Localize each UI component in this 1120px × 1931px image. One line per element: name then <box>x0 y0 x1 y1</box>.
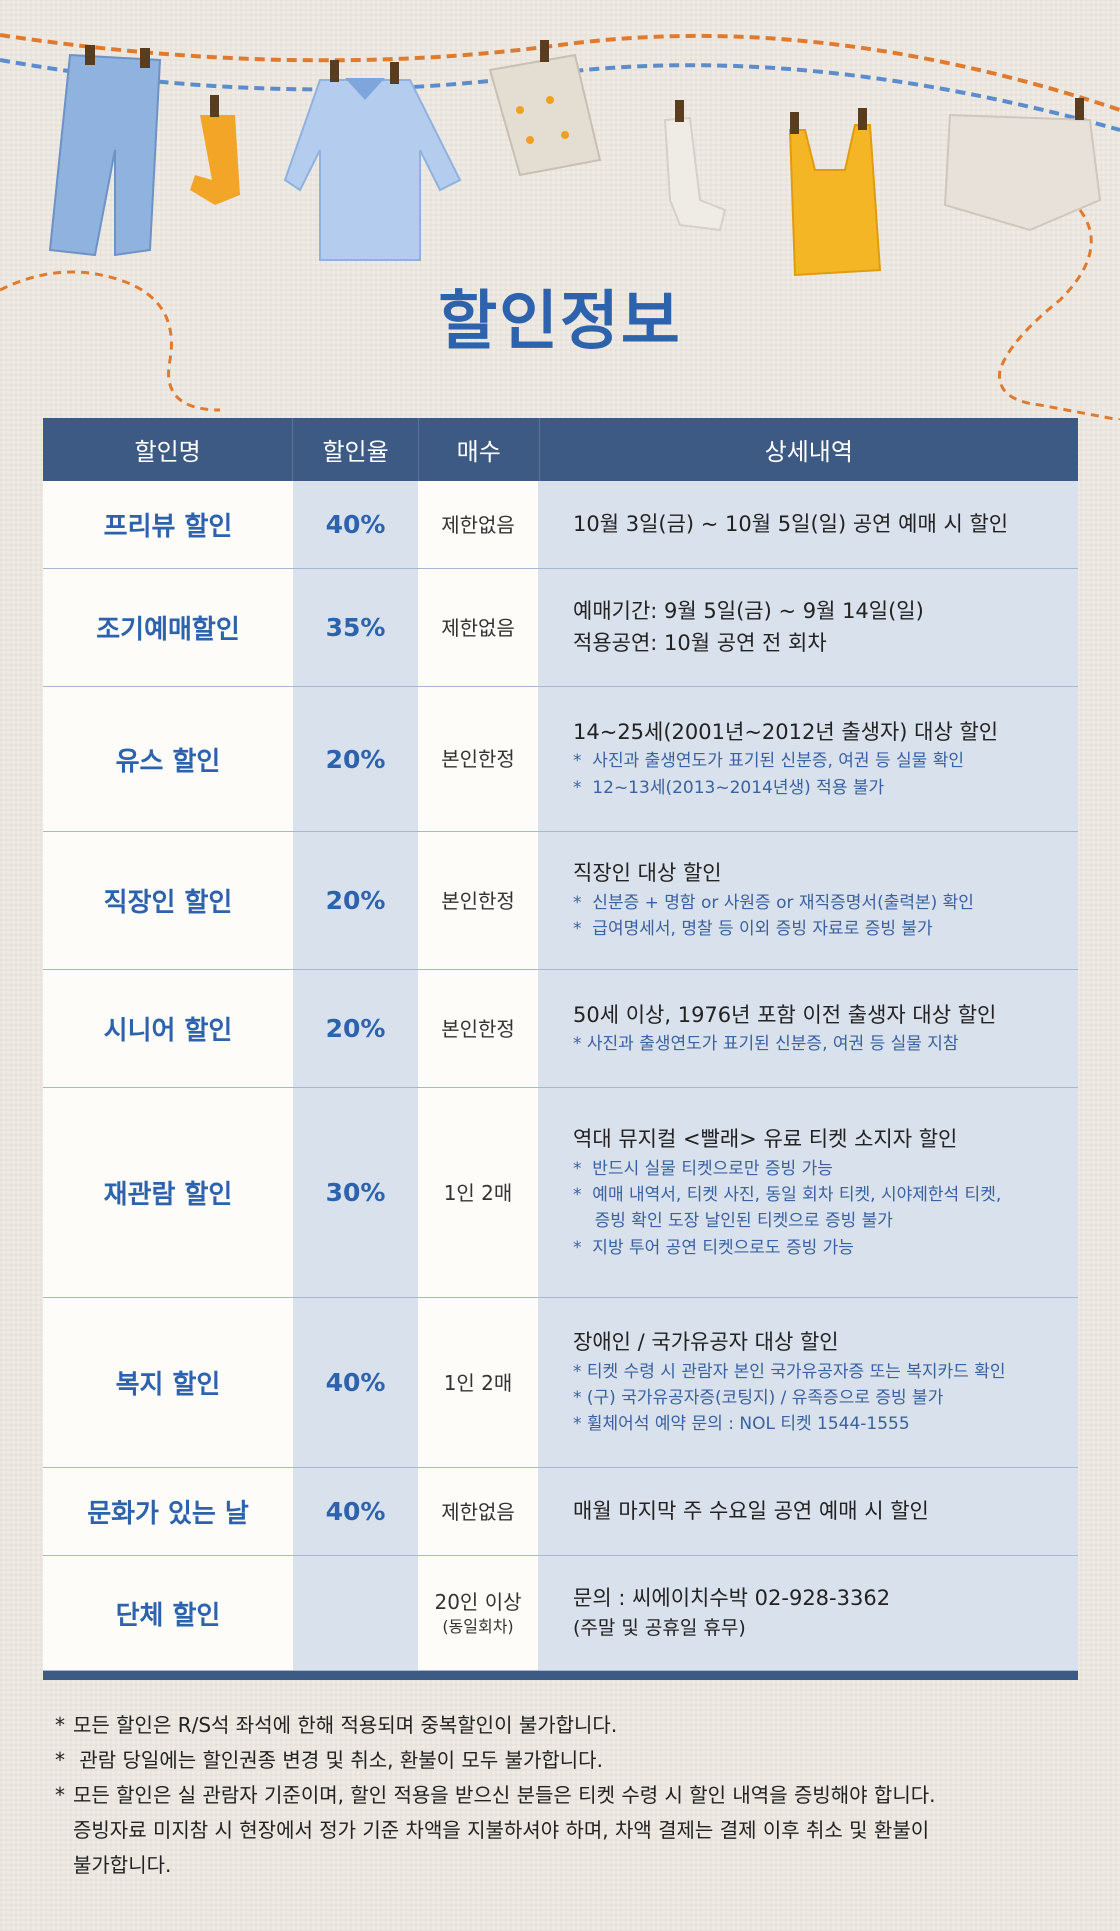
towel-icon <box>943 98 1102 232</box>
page-title: 할인정보 <box>438 285 682 359</box>
table-row: 시니어 할인 20% 본인한정 50세 이상, 1976년 포함 이전 출생자 대상 … <box>43 970 1078 1088</box>
discount-name: 직장인 할인 <box>43 832 293 969</box>
note-text: 모든 할인은 실 관람자 기준이며, 할인 적용을 받으신 분들은 티켓 수령 … <box>73 1783 936 1877</box>
discount-rate: 20% <box>293 832 418 969</box>
note-text: 관람 당일에는 할인권종 변경 및 취소, 환불이 모두 불가합니다. <box>73 1748 603 1772</box>
notes: * 모든 할인은 R/S석 좌석에 한해 적용되며 중복할인이 불가합니다. * … <box>55 1708 1085 1883</box>
detail-main-text: 매월 마지막 주 수요일 공연 예매 시 할인 <box>573 1498 929 1523</box>
qty-text: 본인한정 <box>441 1016 515 1041</box>
detail-main-text: 역대 뮤지컬 <빨래> 유료 티켓 소지자 할인 <box>573 1127 958 1152</box>
tanktop-icon <box>788 108 882 277</box>
discount-name: 시니어 할인 <box>43 970 293 1087</box>
qty-text: 20인 이상 <box>434 1589 522 1614</box>
discount-name: 유스 할인 <box>43 687 293 831</box>
discount-rate: 40% <box>293 1468 418 1555</box>
detail-main-text: 10월 3일(금) ~ 10월 5일(일) 공연 예매 시 할인 <box>573 511 1009 536</box>
qty-text: 1인 2매 <box>443 1370 513 1395</box>
table-row: 문화가 있는 날 40% 제한없음 매월 마지막 주 수요일 공연 예매 시 할인 <box>43 1468 1078 1556</box>
discount-name: 재관람 할인 <box>43 1088 293 1297</box>
note-item: * 모든 할인은 R/S석 좌석에 한해 적용되며 중복할인이 불가합니다. <box>55 1708 1085 1743</box>
discount-rate: 40% <box>293 481 418 568</box>
detail-sub-text: * 티켓 수령 시 관람자 본인 국가유공자증 또는 복지카드 확인 * (구)… <box>573 1361 1006 1435</box>
discount-detail: 예매기간: 9월 5일(금) ~ 9월 14일(일) 적용공연: 10월 공연 … <box>538 569 1078 686</box>
table-body: 프리뷰 할인 40% 제한없음 10월 3일(금) ~ 10월 5일(일) 공연 예매… <box>43 481 1078 1671</box>
jacket-icon <box>488 40 602 177</box>
discount-detail: 문의 : 씨에이치수박 02-928-3362 (주말 및 공휴일 휴무) <box>538 1556 1078 1670</box>
discount-qty: 1인 2매 <box>418 1088 538 1297</box>
detail-main-text: 50세 이상, 1976년 포함 이전 출생자 대상 할인 <box>573 1002 997 1027</box>
header-qty: 매수 <box>419 418 540 481</box>
discount-detail: 장애인 / 국가유공자 대상 할인 * 티켓 수령 시 관람자 본인 국가유공자증… <box>538 1298 1078 1467</box>
discount-rate: 30% <box>293 1088 418 1297</box>
qty-sub-text: (동일회차) <box>442 1616 514 1636</box>
qty-text: 제한없음 <box>441 1499 515 1524</box>
discount-qty: 제한없음 <box>418 1468 538 1555</box>
table-row: 조기예매할인 35% 제한없음 예매기간: 9월 5일(금) ~ 9월 14일(일) … <box>43 569 1078 687</box>
qty-text: 제한없음 <box>441 615 515 640</box>
sock-icon <box>190 95 240 205</box>
detail-main-text: 문의 : 씨에이치수박 02-928-3362 <box>573 1585 891 1610</box>
discount-qty: 1인 2매 <box>418 1298 538 1467</box>
discount-table: 할인명 할인율 매수 상세내역 프리뷰 할인 40% 제한없음 10월 3일(금) ~… <box>43 418 1078 1680</box>
discount-name: 복지 할인 <box>43 1298 293 1467</box>
discount-detail: 역대 뮤지컬 <빨래> 유료 티켓 소지자 할인 * 반드시 실물 티켓으로만 증… <box>538 1088 1078 1297</box>
shirt-icon <box>283 60 462 261</box>
detail-sub-text: * 신분증 + 명함 or 사원증 or 재직증명서(출력본) 확인 * 급여명… <box>573 892 974 940</box>
sock-white-icon <box>663 100 727 232</box>
discount-name: 문화가 있는 날 <box>43 1468 293 1555</box>
discount-name: 프리뷰 할인 <box>43 481 293 568</box>
note-item: * 모든 할인은 실 관람자 기준이며, 할인 적용을 받으신 분들은 티켓 수령… <box>55 1778 1085 1883</box>
clothesline-loop-right <box>998 209 1120 420</box>
discount-qty: 본인한정 <box>418 687 538 831</box>
qty-text: 1인 2매 <box>443 1180 513 1205</box>
discount-rate <box>293 1556 418 1670</box>
discount-qty: 제한없음 <box>418 481 538 568</box>
discount-rate: 20% <box>293 970 418 1087</box>
discount-qty: 본인한정 <box>418 832 538 969</box>
detail-main-text: 장애인 / 국가유공자 대상 할인 <box>573 1330 839 1355</box>
table-row: 유스 할인 20% 본인한정 14~25세(2001년~2012년 출생자) 대상 할… <box>43 687 1078 832</box>
laundry-line-illustration <box>0 33 1120 420</box>
qty-text: 본인한정 <box>441 747 515 771</box>
table-row: 직장인 할인 20% 본인한정 직장인 대상 할인 * 신분증 + 명함 or 사원증 … <box>43 832 1078 970</box>
clothesline-blue <box>0 58 1120 132</box>
table-row: 복지 할인 40% 1인 2매 장애인 / 국가유공자 대상 할인 * 티켓 수령 시 … <box>43 1298 1078 1468</box>
discount-detail: 10월 3일(금) ~ 10월 5일(일) 공연 예매 시 할인 <box>538 481 1078 568</box>
detail-main-text: 예매기간: 9월 5일(금) ~ 9월 14일(일) 적용공연: 10월 공연 … <box>573 599 924 655</box>
discount-name: 단체 할인 <box>43 1556 293 1670</box>
qty-text: 본인한정 <box>441 888 515 913</box>
detail-sub-text: (주말 및 공휴일 휴무) <box>573 1617 746 1640</box>
qty-text: 제한없음 <box>441 512 515 537</box>
discount-rate: 35% <box>293 569 418 686</box>
header-name: 할인명 <box>43 418 294 481</box>
discount-name: 조기예매할인 <box>43 569 293 686</box>
discount-detail: 50세 이상, 1976년 포함 이전 출생자 대상 할인 * 사진과 출생연도가… <box>538 970 1078 1087</box>
discount-detail: 매월 마지막 주 수요일 공연 예매 시 할인 <box>538 1468 1078 1555</box>
table-header: 할인명 할인율 매수 상세내역 <box>43 418 1078 481</box>
discount-detail: 14~25세(2001년~2012년 출생자) 대상 할인 * 사진과 출생연도가… <box>538 687 1078 831</box>
clothesline-orange <box>0 33 1120 112</box>
clothesline-loop <box>0 270 221 412</box>
detail-sub-text: * 반드시 실물 티켓으로만 증빙 가능 * 예매 내역서, 티켓 사진, 동일… <box>573 1158 1002 1258</box>
discount-qty: 제한없음 <box>418 569 538 686</box>
header-detail: 상세내역 <box>764 438 853 466</box>
discount-rate: 20% <box>293 687 418 831</box>
detail-sub-text: * 사진과 출생연도가 표기된 신분증, 여권 등 실물 지참 <box>573 1034 959 1055</box>
table-row: 재관람 할인 30% 1인 2매 역대 뮤지컬 <빨래> 유료 티켓 소지자 할인 * … <box>43 1088 1078 1298</box>
discount-qty: 본인한정 <box>418 970 538 1087</box>
note-text: 모든 할인은 R/S석 좌석에 한해 적용되며 중복할인이 불가합니다. <box>73 1713 618 1737</box>
note-item: * 관람 당일에는 할인권종 변경 및 취소, 환불이 모두 불가합니다. <box>55 1743 1085 1778</box>
discount-detail: 직장인 대상 할인 * 신분증 + 명함 or 사원증 or 재직증명서(출력본)… <box>538 832 1078 969</box>
jeans-icon <box>48 45 162 257</box>
discount-rate: 40% <box>293 1298 418 1467</box>
header-rate: 할인율 <box>293 418 419 481</box>
detail-main-text: 직장인 대상 할인 <box>573 861 722 886</box>
discount-qty: 20인 이상 (동일회차) <box>418 1556 538 1670</box>
detail-main-text: 14~25세(2001년~2012년 출생자) 대상 할인 <box>573 719 999 744</box>
table-row: 프리뷰 할인 40% 제한없음 10월 3일(금) ~ 10월 5일(일) 공연 예매… <box>43 481 1078 569</box>
table-footer-bar <box>43 1671 1078 1680</box>
table-row: 단체 할인 20인 이상 (동일회차) 문의 : 씨에이치수박 02-928-3362… <box>43 1556 1078 1671</box>
detail-sub-text: * 사진과 출생연도가 표기된 신분증, 여권 등 실물 확인 * 12~13세… <box>573 751 964 798</box>
